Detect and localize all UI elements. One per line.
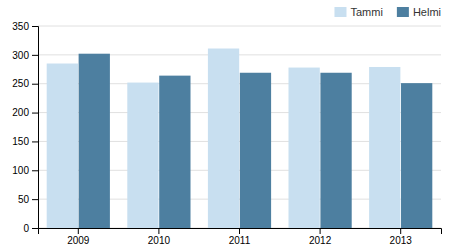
tick-mark — [32, 84, 38, 85]
tick-mark — [32, 113, 38, 114]
axis-domain — [32, 27, 39, 229]
tick-label: 350 — [12, 21, 29, 32]
tick-mark — [32, 228, 38, 229]
bar — [320, 73, 351, 228]
bar — [208, 49, 239, 228]
bar-series — [47, 49, 401, 228]
bar — [401, 83, 432, 228]
y-tick: 250 — [12, 78, 38, 89]
tick-mark — [32, 199, 38, 200]
legend-item: Helmi — [397, 6, 441, 18]
x-tick: 2012 — [309, 228, 332, 246]
tick-label: 200 — [12, 107, 29, 118]
tick-label: 0 — [23, 223, 29, 234]
bar — [127, 83, 158, 228]
tick-label: 2013 — [390, 235, 413, 246]
tick-label: 250 — [12, 78, 29, 89]
chart: 0 50 100 150 200 250 300 350 2009 2010 2011 2012 201… — [0, 0, 453, 252]
tick-mark — [320, 228, 321, 234]
x-tick: 2009 — [67, 228, 90, 246]
y-tick: 200 — [12, 107, 38, 118]
grid — [38, 26, 441, 228]
tick-label: 100 — [12, 165, 29, 176]
bar — [159, 76, 190, 228]
tick-mark — [78, 228, 79, 234]
grid-line — [38, 26, 441, 27]
tick-label: 150 — [12, 136, 29, 147]
y-tick: 300 — [12, 50, 38, 61]
legend-label: Tammi — [350, 6, 382, 18]
tick-label: 300 — [12, 50, 29, 61]
bar — [79, 54, 110, 228]
bar — [47, 64, 78, 228]
tick-mark — [400, 228, 401, 234]
legend: Tammi Helmi — [334, 6, 441, 18]
tick-mark — [32, 26, 38, 27]
y-tick: 0 — [23, 223, 38, 234]
y-tick: 100 — [12, 165, 38, 176]
tick-label: 2011 — [229, 235, 251, 246]
tick-label: 2009 — [67, 235, 90, 246]
y-tick: 50 — [18, 194, 38, 205]
tick-label: 50 — [18, 194, 30, 205]
tick-mark — [158, 228, 159, 234]
y-tick: 150 — [12, 136, 38, 147]
tick-mark — [32, 55, 38, 56]
axis-domain — [39, 229, 442, 235]
bars — [47, 49, 433, 228]
x-tick: 2010 — [148, 228, 171, 246]
y-axis: 0 50 100 150 200 250 300 350 — [12, 21, 38, 234]
bar-series — [79, 54, 433, 228]
bar — [240, 73, 271, 228]
x-axis: 2009 2010 2011 2012 2013 — [39, 228, 442, 246]
legend-item: Tammi — [334, 6, 382, 18]
tick-mark — [32, 170, 38, 171]
tick-mark — [32, 141, 38, 142]
bar — [369, 67, 400, 228]
x-tick: 2011 — [229, 228, 251, 246]
tick-mark — [239, 228, 240, 234]
plot: 0 50 100 150 200 250 300 350 2009 2010 2011 2012 201… — [12, 21, 441, 246]
legend-label: Helmi — [413, 6, 441, 18]
x-tick: 2013 — [390, 228, 413, 246]
tick-label: 2010 — [148, 235, 171, 246]
y-tick: 350 — [12, 21, 38, 32]
bar — [288, 68, 319, 228]
tick-label: 2012 — [309, 235, 332, 246]
legend-swatch — [397, 7, 409, 17]
legend-swatch — [334, 7, 346, 17]
